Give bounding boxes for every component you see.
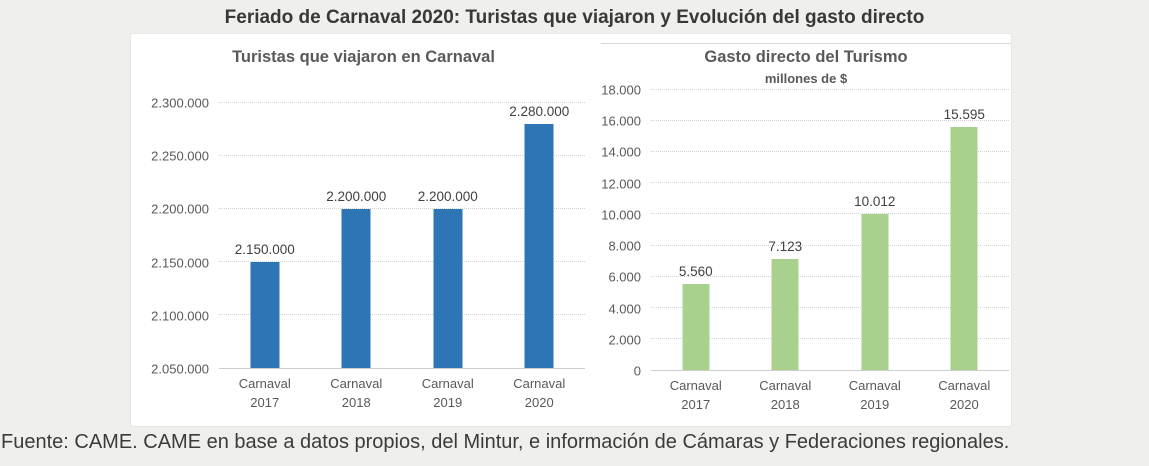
spending-x-axis: Carnaval 2017 Carnaval 2018 Carnaval 2019 Carn…: [651, 377, 1009, 415]
bar-slot: 2.150.000: [219, 103, 311, 368]
data-label: 2.200.000: [326, 189, 387, 204]
data-label: 5.560: [678, 263, 713, 279]
bar-slot: 5.560: [651, 90, 741, 370]
x-category-label: Carnaval 2017: [669, 378, 722, 412]
bar-slot: 2.200.000: [402, 103, 494, 368]
spending-plot-area: 5.560 7.123 10.012 15.595: [651, 89, 1010, 371]
spending-y-axis: 0 2.000 4.000 6.000 8.000 10.000 12.000 14.000 1…: [601, 83, 641, 379]
y-tick-label: 2.050.000: [151, 361, 209, 377]
charts-panel: Turistas que viajaron en Carnaval 2.050.…: [130, 33, 1012, 427]
gridline: [651, 120, 1009, 122]
bar-slot: 10.012: [830, 90, 920, 370]
gridline: [651, 275, 1009, 277]
bar-slot: 15.595: [920, 90, 1010, 370]
spending-chart: Gasto directo del Turismo millones de $ …: [601, 43, 1011, 426]
tourists-y-axis: 2.050.000 2.100.000 2.150.000 2.200.000 2.25…: [131, 96, 209, 377]
y-tick-label: 14.000: [601, 144, 641, 160]
data-label: 7.123: [768, 239, 803, 255]
y-tick-label: 2.300.000: [151, 95, 209, 111]
y-tick-label: 2.150.000: [151, 255, 209, 271]
y-tick-label: 12.000: [601, 176, 641, 192]
x-category-label: Carnaval 2020: [938, 378, 991, 412]
spending-chart-subtitle: millones de $: [764, 71, 848, 86]
y-tick-label: 4.000: [608, 301, 641, 317]
gridline: [651, 89, 1009, 90]
gridline: [651, 306, 1009, 308]
gridline: [651, 151, 1009, 153]
bar-carnaval-2018: [771, 259, 799, 370]
page-title: Feriado de Carnaval 2020: Turistas que v…: [224, 7, 925, 28]
tourists-x-axis: Carnaval 2017 Carnaval 2018 Carnaval 2019 Carn…: [219, 375, 585, 413]
y-tick-label: 2.100.000: [151, 308, 209, 324]
tourists-plot-area: 2.150.000 2.200.000 2.200.000 2.280.000: [219, 102, 586, 369]
bar-carnaval-2017: [682, 283, 710, 370]
bar-slot: 2.280.000: [494, 103, 586, 368]
bar-slot: 2.200.000: [311, 103, 403, 368]
y-tick-label: 2.250.000: [151, 148, 209, 164]
bar-carnaval-2017: [250, 262, 280, 368]
x-category-label: Carnaval 2019: [421, 376, 474, 410]
y-tick-label: 10.000: [601, 207, 641, 223]
x-category-label: Carnaval 2017: [238, 376, 291, 410]
bar-carnaval-2019: [861, 214, 889, 370]
gridline: [219, 208, 585, 209]
y-tick-label: 2.000: [608, 332, 641, 348]
tourists-chart: Turistas que viajaron en Carnaval 2.050.…: [131, 34, 596, 426]
data-label: 10.012: [854, 194, 896, 210]
gridline: [651, 182, 1009, 184]
source-note: Fuente: CAME. CAME en base a datos propi…: [1, 431, 1010, 453]
y-tick-label: 16.000: [601, 113, 641, 129]
data-label: 15.595: [943, 107, 985, 123]
gridline: [219, 314, 585, 315]
gridline: [219, 155, 585, 156]
bar-carnaval-2020: [524, 124, 554, 368]
bar-carnaval-2019: [433, 209, 463, 368]
data-label: 2.280.000: [509, 104, 570, 120]
data-label: 2.150.000: [234, 242, 295, 257]
spending-chart-title: Gasto directo del Turismo: [704, 48, 908, 66]
gridline: [651, 244, 1009, 246]
gridline: [651, 337, 1009, 339]
x-category-label: Carnaval 2020: [513, 376, 566, 410]
y-tick-label: 6.000: [608, 269, 641, 285]
gridline: [651, 213, 1009, 215]
bar-carnaval-2018: [341, 209, 371, 368]
x-category-label: Carnaval 2019: [848, 378, 901, 412]
y-tick-label: 18.000: [601, 82, 641, 98]
y-tick-label: 8.000: [608, 238, 641, 254]
gridline: [219, 102, 585, 103]
bar-carnaval-2020: [950, 127, 978, 370]
x-category-label: Carnaval 2018: [330, 376, 383, 410]
bar-slot: 7.123: [741, 90, 831, 370]
x-category-label: Carnaval 2018: [759, 378, 812, 412]
tourists-chart-title: Turistas que viajaron en Carnaval: [232, 48, 495, 66]
gridline: [219, 261, 585, 262]
y-tick-label: 0: [633, 363, 641, 379]
y-tick-label: 2.200.000: [151, 201, 209, 217]
data-label: 2.200.000: [417, 189, 478, 204]
